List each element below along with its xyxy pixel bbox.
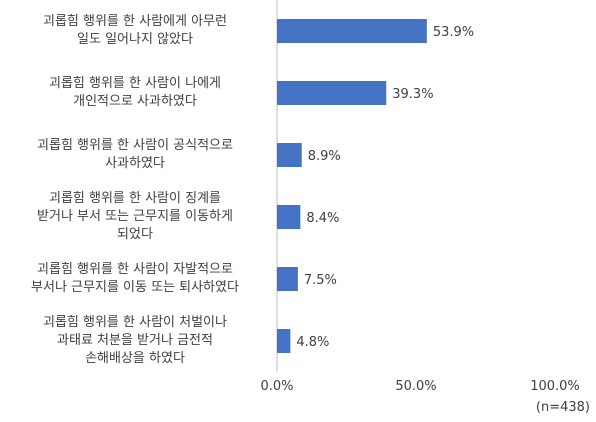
x-tick-label-1: 50.0% [395,379,436,394]
data-label-2: 8.9% [308,149,341,164]
category-label-5: 괴롭힘 행위를 한 사람이 처벌이나 과태료 처분을 받거나 금전적 손해배상을… [43,315,227,366]
bar-2 [277,143,302,167]
x-tick-label-0: 0.0% [260,379,293,394]
bar-0 [277,19,427,43]
data-label-1: 39.3% [392,87,433,102]
data-label-3: 8.4% [306,211,339,226]
category-label-4: 괴롭힘 행위를 한 사람이 자발적으로 부서나 근무지를 이동 또는 퇴사하였다 [31,262,239,295]
bar-4 [277,267,298,291]
x-tick-label-2: 100.0% [530,379,580,394]
sample-size-note: (n=438) [535,400,590,415]
category-label-3: 괴롭힘 행위를 한 사람이 징계를 받거나 부서 또는 근무지를 이동하게 되었… [37,191,233,242]
category-label-1: 괴롭힘 행위를 한 사람이 나에게 개인적으로 사과하였다 [48,76,221,109]
category-label-0: 괴롭힘 행위를 한 사람에게 아무런 일도 일어나지 않았다 [43,14,227,47]
data-label-0: 53.9% [433,25,474,40]
data-label-5: 4.8% [296,335,329,350]
data-label-4: 7.5% [304,273,337,288]
bar-5 [277,329,291,353]
bar-3 [277,205,301,229]
category-label-2: 괴롭힘 행위를 한 사람이 공식적으로 사과하였다 [37,138,233,171]
bar-1 [277,81,387,105]
